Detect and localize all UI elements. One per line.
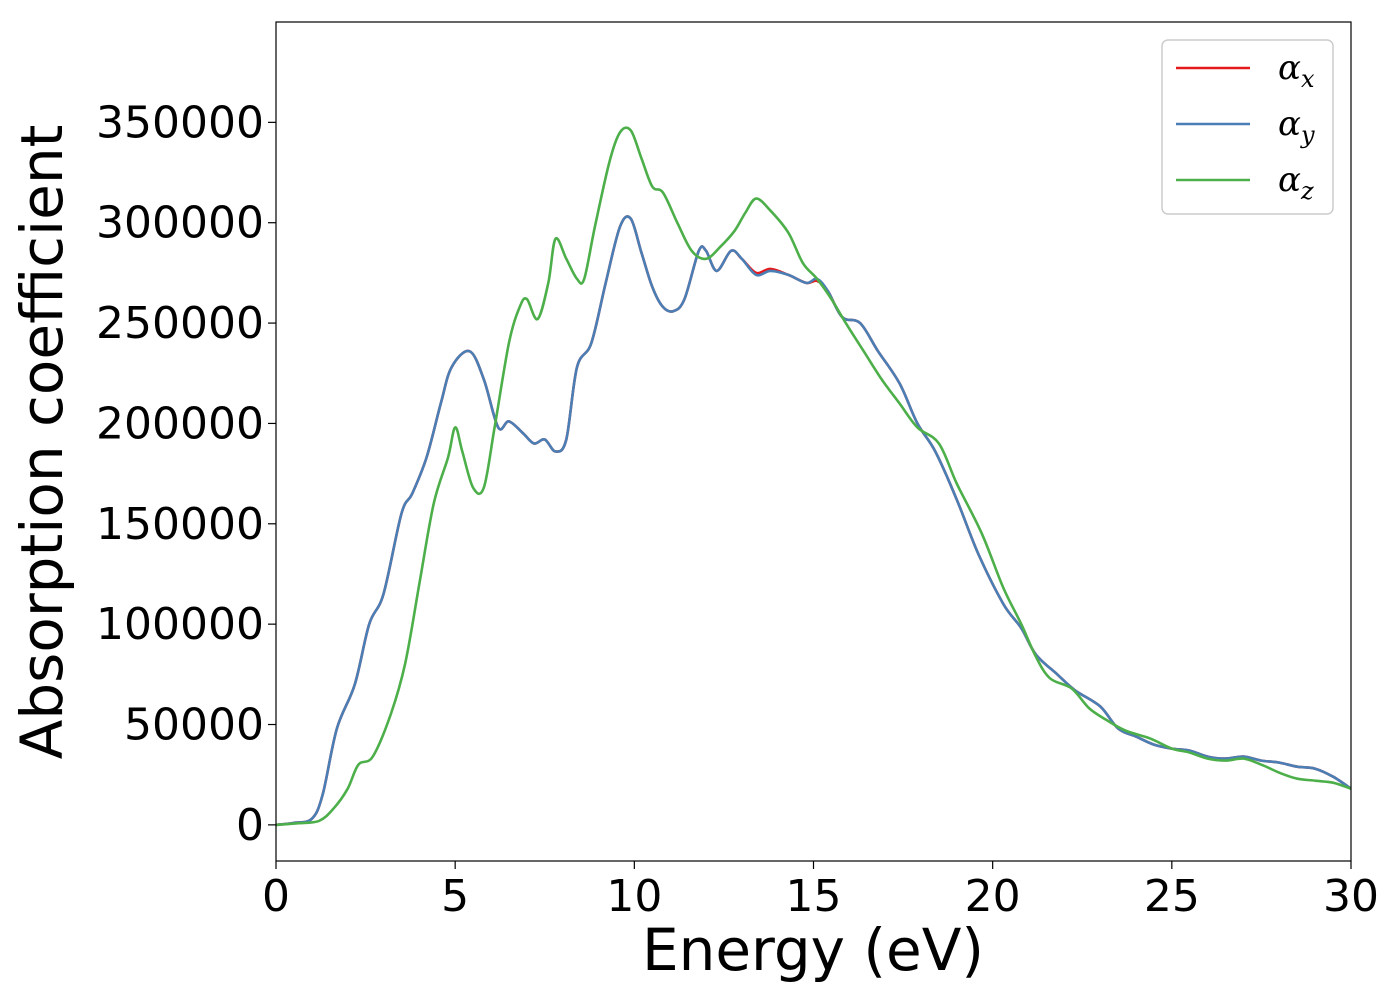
x-tick-label: 20 (965, 871, 1021, 922)
y-tick-label: 250000 (96, 298, 264, 349)
y-tick-label: 350000 (96, 97, 264, 148)
legend-label-x: αx (1278, 48, 1315, 93)
y-tick-label: 50000 (124, 700, 264, 751)
y-tick-label: 100000 (96, 599, 264, 650)
legend-box (1161, 39, 1334, 215)
x-axis-ticks: 0 5 10 15 20 25 30 (262, 861, 1379, 922)
legend-label-y: αy (1278, 104, 1315, 149)
x-tick-label: 10 (606, 871, 662, 922)
legend-subscript-z: z (1300, 177, 1314, 205)
x-axis-title: Energy (eV) (642, 916, 984, 984)
x-tick-label: 0 (262, 871, 290, 922)
x-tick-label: 5 (441, 871, 469, 922)
x-tick-label: 30 (1323, 871, 1379, 922)
legend-subscript-x: x (1301, 65, 1315, 93)
y-tick-label: 200000 (96, 398, 264, 449)
series-line-z (275, 126, 1352, 827)
legend-subscript-y: y (1300, 121, 1315, 149)
y-tick-label: 0 (236, 800, 264, 851)
series-line-y (275, 215, 1352, 827)
x-tick-label: 15 (786, 871, 842, 922)
series-layer (275, 126, 1352, 827)
y-tick-label: 300000 (96, 198, 264, 249)
y-axis-title: Absorption coefficient (8, 125, 76, 760)
series-line-x (275, 215, 1352, 827)
y-tick-label: 150000 (96, 499, 264, 550)
x-tick-label: 25 (1144, 871, 1200, 922)
y-axis-ticks: 0 50000 100000 150000 200000 250000 300000 3500… (96, 97, 276, 851)
